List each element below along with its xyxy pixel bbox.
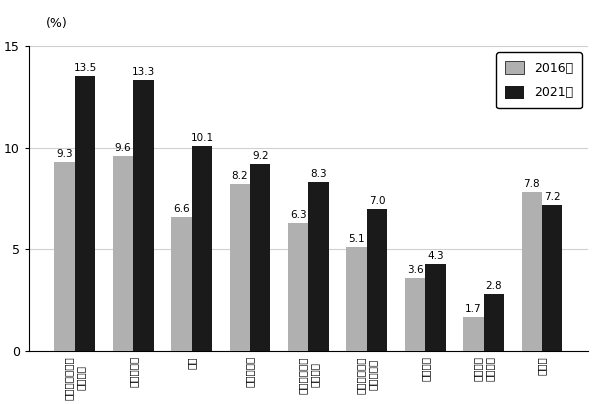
Bar bbox=[133, 80, 154, 351]
Bar bbox=[75, 76, 95, 351]
Bar bbox=[230, 184, 250, 351]
Text: 8.3: 8.3 bbox=[310, 169, 327, 179]
Bar bbox=[171, 217, 192, 351]
Text: 9.6: 9.6 bbox=[115, 143, 131, 153]
Bar bbox=[250, 164, 271, 351]
Text: (%): (%) bbox=[46, 17, 67, 29]
Text: 7.0: 7.0 bbox=[369, 196, 385, 206]
Text: 3.6: 3.6 bbox=[407, 265, 423, 275]
Text: 9.3: 9.3 bbox=[56, 149, 73, 159]
Bar bbox=[463, 317, 484, 351]
Legend: 2016年, 2021年: 2016年, 2021年 bbox=[496, 52, 581, 108]
Text: 6.6: 6.6 bbox=[173, 204, 190, 214]
Text: 8.2: 8.2 bbox=[231, 171, 248, 181]
Bar bbox=[542, 205, 562, 351]
Bar bbox=[484, 294, 504, 351]
Text: 10.1: 10.1 bbox=[191, 133, 214, 143]
Text: 6.3: 6.3 bbox=[290, 210, 307, 220]
Bar bbox=[405, 278, 425, 351]
Text: 2.8: 2.8 bbox=[485, 281, 502, 291]
Text: 5.1: 5.1 bbox=[348, 234, 365, 244]
Bar bbox=[113, 156, 133, 351]
Bar bbox=[308, 182, 329, 351]
Text: 4.3: 4.3 bbox=[427, 250, 444, 261]
Bar bbox=[425, 264, 446, 351]
Bar bbox=[367, 209, 387, 351]
Text: 13.3: 13.3 bbox=[132, 67, 155, 78]
Bar bbox=[288, 223, 308, 351]
Text: 9.2: 9.2 bbox=[252, 151, 269, 161]
Bar bbox=[54, 162, 75, 351]
Bar bbox=[522, 192, 542, 351]
Text: 1.7: 1.7 bbox=[465, 303, 482, 314]
Text: 7.8: 7.8 bbox=[523, 179, 540, 189]
Bar bbox=[192, 145, 212, 351]
Text: 13.5: 13.5 bbox=[73, 63, 96, 74]
Bar bbox=[346, 247, 367, 351]
Text: 7.2: 7.2 bbox=[544, 191, 561, 202]
